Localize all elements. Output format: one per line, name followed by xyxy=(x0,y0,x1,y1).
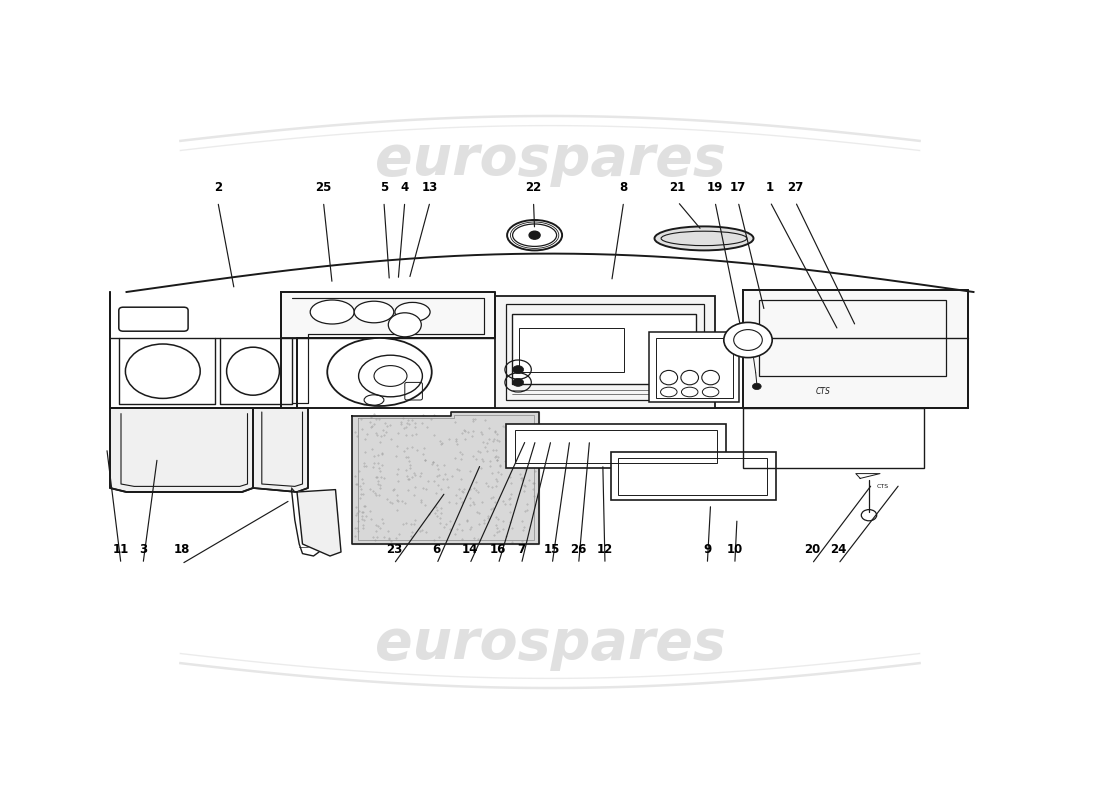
Ellipse shape xyxy=(125,344,200,398)
Bar xyxy=(656,338,733,398)
Text: 8: 8 xyxy=(619,181,628,194)
Text: 27: 27 xyxy=(788,181,803,194)
Text: 26: 26 xyxy=(571,543,586,556)
Text: CTS: CTS xyxy=(877,484,889,489)
Text: 5: 5 xyxy=(379,181,388,194)
Ellipse shape xyxy=(227,347,279,395)
Text: 10: 10 xyxy=(727,543,742,556)
Ellipse shape xyxy=(310,300,354,324)
Text: 11: 11 xyxy=(113,543,129,556)
Ellipse shape xyxy=(327,338,431,406)
Text: 7: 7 xyxy=(517,543,526,556)
Text: 14: 14 xyxy=(462,543,477,556)
Text: 16: 16 xyxy=(491,543,506,556)
Text: 1: 1 xyxy=(766,181,774,194)
Circle shape xyxy=(513,378,524,386)
Text: 9: 9 xyxy=(703,543,712,556)
Circle shape xyxy=(724,322,772,358)
Circle shape xyxy=(529,231,540,239)
Polygon shape xyxy=(297,490,341,556)
Circle shape xyxy=(388,313,421,337)
Ellipse shape xyxy=(395,302,430,322)
Text: 6: 6 xyxy=(432,543,441,556)
Text: 21: 21 xyxy=(670,181,685,194)
Text: 4: 4 xyxy=(400,181,409,194)
Ellipse shape xyxy=(507,220,562,250)
Bar xyxy=(742,408,924,468)
Bar xyxy=(506,304,704,400)
Bar xyxy=(519,328,624,372)
Text: 19: 19 xyxy=(707,181,723,194)
Text: 18: 18 xyxy=(174,543,189,556)
Circle shape xyxy=(513,366,524,374)
Text: 15: 15 xyxy=(544,543,560,556)
Text: 23: 23 xyxy=(386,543,402,556)
Bar xyxy=(610,452,775,500)
Text: 2: 2 xyxy=(213,181,222,194)
Bar xyxy=(512,314,696,384)
Bar xyxy=(618,458,767,495)
Ellipse shape xyxy=(654,226,754,250)
Polygon shape xyxy=(352,412,539,544)
Bar xyxy=(506,424,726,468)
Text: 12: 12 xyxy=(597,543,613,556)
Text: eurospares: eurospares xyxy=(375,617,725,671)
Ellipse shape xyxy=(354,301,394,322)
Polygon shape xyxy=(742,290,968,408)
Circle shape xyxy=(752,383,761,390)
Text: 3: 3 xyxy=(139,543,147,556)
Bar xyxy=(515,430,717,463)
Text: CTS: CTS xyxy=(815,387,830,397)
FancyBboxPatch shape xyxy=(119,307,188,331)
Text: 24: 24 xyxy=(830,543,846,556)
Text: 13: 13 xyxy=(422,181,438,194)
Text: 25: 25 xyxy=(316,181,331,194)
Bar xyxy=(759,300,946,376)
Polygon shape xyxy=(253,408,308,492)
Text: 17: 17 xyxy=(730,181,746,194)
Bar xyxy=(495,296,715,408)
Text: 20: 20 xyxy=(804,543,820,556)
Bar xyxy=(649,332,739,402)
Text: eurospares: eurospares xyxy=(375,133,725,187)
Polygon shape xyxy=(110,408,253,492)
Polygon shape xyxy=(280,292,495,408)
Text: 22: 22 xyxy=(526,181,541,194)
